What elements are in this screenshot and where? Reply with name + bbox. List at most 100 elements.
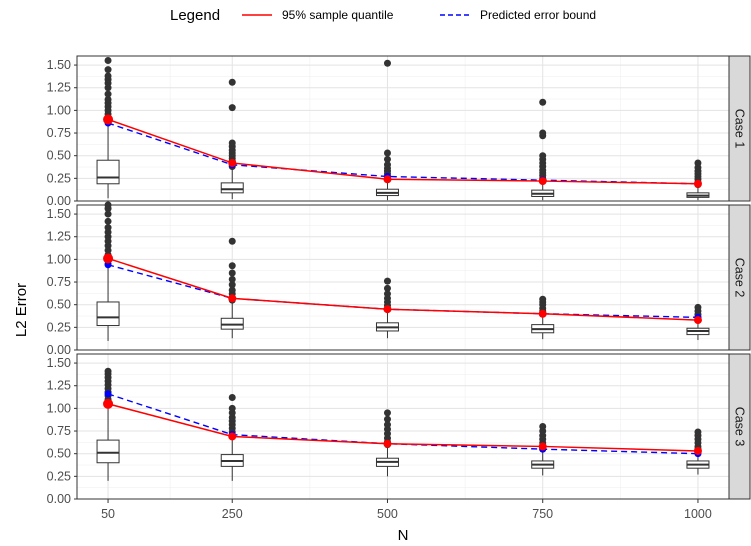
y-tick-label: 0.75	[47, 275, 71, 289]
outlier-point	[694, 159, 702, 167]
y-tick-label: 0.00	[47, 194, 71, 208]
facet-strip-label: Case 3	[733, 407, 747, 447]
outlier-point	[383, 415, 391, 423]
x-tick-label: 50	[101, 507, 115, 521]
outlier-point	[539, 423, 547, 430]
x-tick-label: 250	[222, 507, 243, 521]
facet-strip	[728, 55, 751, 202]
panel-3: 0.00 0.25 0.50 0.75 1.00 1.25 1.50 Case 3 50 250 5…	[47, 353, 751, 521]
quantile-point	[228, 158, 237, 167]
outlier-point	[104, 210, 112, 218]
y-tick-label: 1.25	[47, 81, 71, 95]
outlier-point	[539, 129, 547, 137]
outlier-point	[383, 155, 391, 163]
outlier-point	[104, 217, 112, 225]
legend-label-quantile: 95% sample quantile	[282, 8, 394, 22]
quantile-point	[538, 177, 547, 186]
quantile-point	[103, 114, 114, 125]
y-tick-label: 1.50	[47, 207, 71, 221]
panel-background	[77, 205, 729, 350]
outlier-point	[694, 303, 702, 311]
y-axis-title: L2 Error	[13, 283, 30, 337]
outlier-point	[383, 149, 391, 157]
y-tick-label: 1.50	[47, 58, 71, 72]
y-tick-label: 1.25	[47, 379, 71, 393]
outlier-point	[104, 66, 112, 74]
outlier-point	[539, 98, 547, 106]
quantile-point	[693, 446, 702, 455]
facet-strip	[728, 204, 751, 351]
legend-label-bound: Predicted error bound	[480, 8, 596, 22]
x-tick-label: 500	[377, 507, 398, 521]
y-tick-label: 0.25	[47, 469, 71, 483]
legend: Legend 95% sample quantile Predicted err…	[170, 7, 596, 24]
outlier-point	[228, 286, 236, 294]
quantile-point	[103, 253, 114, 264]
bound-point	[104, 390, 112, 398]
y-tick-label: 0.50	[47, 447, 71, 461]
x-axis-title: N	[398, 527, 409, 544]
outlier-point	[104, 57, 112, 65]
quantile-point	[228, 432, 237, 441]
quantile-point	[693, 179, 702, 188]
outlier-point	[104, 367, 112, 375]
outlier-point	[228, 237, 236, 245]
box-iqr	[96, 301, 120, 327]
x-tick-label: 1000	[684, 507, 712, 521]
outlier-point	[228, 269, 236, 277]
y-tick-label: 1.50	[47, 356, 71, 370]
y-tick-label: 1.00	[47, 401, 71, 415]
x-tick-label: 750	[532, 507, 553, 521]
outlier-point	[383, 284, 391, 292]
quantile-point	[693, 316, 702, 325]
y-tick-label: 0.75	[47, 126, 71, 140]
y-tick-label: 0.25	[47, 320, 71, 334]
y-tick-label: 0.50	[47, 149, 71, 163]
y-tick-label: 0.75	[47, 424, 71, 438]
boxplot	[686, 159, 710, 201]
y-tick-label: 0.00	[47, 492, 71, 506]
box-iqr	[96, 159, 120, 185]
boxplot	[531, 98, 555, 201]
outlier-point	[228, 262, 236, 270]
outlier-point	[104, 90, 112, 98]
panel-2: 0.00 0.25 0.50 0.75 1.00 1.25 1.50 Case 2	[47, 201, 751, 357]
outlier-point	[383, 421, 391, 429]
outlier-point	[228, 281, 236, 289]
facet-strip	[728, 353, 751, 500]
outlier-point	[694, 428, 702, 436]
outlier-point	[383, 59, 391, 67]
panel-1: 0.00 0.25 0.50 0.75 1.00 1.25 1.50 Case 1	[47, 55, 751, 208]
y-tick-label: 1.00	[47, 252, 71, 266]
outlier-point	[104, 224, 112, 232]
series-line-bound	[107, 393, 698, 455]
quantile-point	[538, 309, 547, 318]
outlier-point	[228, 275, 236, 283]
outlier-point	[228, 404, 236, 412]
outlier-point	[104, 72, 112, 80]
outlier-point	[228, 394, 236, 401]
y-tick-label: 1.25	[47, 230, 71, 244]
outlier-point	[539, 295, 547, 303]
outlier-point	[228, 139, 236, 147]
legend-title: Legend	[170, 7, 220, 24]
outlier-point	[228, 104, 236, 112]
outlier-point	[383, 161, 391, 169]
facet-strip-label: Case 1	[733, 109, 747, 149]
box-iqr	[220, 182, 244, 194]
quantile-point	[228, 294, 237, 303]
facet-strip-label: Case 2	[733, 258, 747, 298]
outlier-point	[383, 277, 391, 285]
panel-background	[77, 354, 729, 499]
quantile-point	[383, 305, 392, 314]
outlier-point	[539, 152, 547, 160]
outlier-point	[383, 290, 391, 298]
outlier-point	[383, 409, 391, 417]
box-iqr	[96, 439, 120, 464]
quantile-point	[538, 442, 547, 451]
quantile-point	[383, 175, 392, 184]
quantile-point	[103, 398, 114, 409]
y-tick-label: 0.50	[47, 298, 71, 312]
